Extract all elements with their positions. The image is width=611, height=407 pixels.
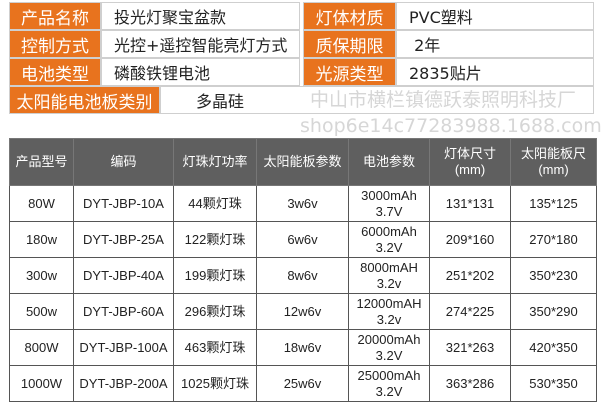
table-cell: 800W [9,329,74,366]
table-row: 800W DYT-JBP-100A 463颗灯珠 18w6v 20000mAh 3.2V… [9,329,597,366]
column-header: 编码 [73,138,174,186]
table-cell: DYT-JBP-10A [73,185,174,222]
spec-value: 2835贴片 [396,58,594,86]
table-row: 80W DYT-JBP-10A 44颗灯珠 3w6v 3000mAh 3.7V 131*1… [9,185,597,222]
table-cell: 25w6v [256,365,349,402]
spec-value: 2年 [396,30,594,58]
table-cell: 8000mAH 3.2v [348,257,430,294]
table-cell: 350*230 [510,257,597,294]
table-cell: 6000mAh 3.2V [348,221,430,258]
table-cell: 209*160 [429,221,511,258]
table-cell: 321*263 [429,329,511,366]
spec-label: 光源类型 [303,58,396,86]
spec-value: 光控+遥控智能亮灯方式 [101,30,300,58]
watermark: shop6e14c77283988.1688.com [300,115,602,137]
table-cell: 500w [9,293,74,330]
table-cell: 296颗灯珠 [173,293,257,330]
spec-label: 产品名称 [9,2,101,30]
product-table: 产品型号 编码 灯珠灯功率 太阳能板参数 电池参数 灯体尺寸 (mm) 太阳能板尺 (mm)… [9,138,597,402]
table-cell: 8w6v [256,257,349,294]
column-header: 产品型号 [9,138,74,186]
spec-label: 质保期限 [303,30,396,58]
column-header: 太阳能板参数 [256,138,349,186]
column-header: 灯珠灯功率 [173,138,257,186]
table-cell: 44颗灯珠 [173,185,257,222]
table-cell: 80W [9,185,74,222]
table-cell: 20000mAh 3.2V [348,329,430,366]
table-cell: DYT-JBP-40A [73,257,174,294]
table-cell: 6w6v [256,221,349,258]
table-row: 500w DYT-JBP-60A 296颗灯珠 12w6v 12000mAH 3.2v 2… [9,293,597,330]
table-cell: DYT-JBP-60A [73,293,174,330]
table-cell: 3000mAh 3.7V [348,185,430,222]
table-cell: 131*131 [429,185,511,222]
table-cell: 363*286 [429,365,511,402]
table-cell: 199颗灯珠 [173,257,257,294]
table-cell: 300w [9,257,74,294]
column-header: 太阳能板尺 (mm) [510,138,597,186]
spec-label: 电池类型 [9,58,101,86]
column-header: 电池参数 [348,138,430,186]
spec-value: 磷酸铁锂电池 [101,58,300,86]
table-cell: 12000mAH 3.2v [348,293,430,330]
table-cell: DYT-JBP-100A [73,329,174,366]
table-cell: 274*225 [429,293,511,330]
table-cell: 1025颗灯珠 [173,365,257,402]
table-cell: 12w6v [256,293,349,330]
table-cell: 3w6v [256,185,349,222]
table-row: 1000W DYT-JBP-200A 1025颗灯珠 25w6v 25000mAh 3.… [9,365,597,402]
table-cell: 180w [9,221,74,258]
table-cell: DYT-JBP-200A [73,365,174,402]
table-cell: 1000W [9,365,74,402]
table-cell: 420*350 [510,329,597,366]
spec-value: 多晶硅 [160,86,594,114]
table-cell: 251*202 [429,257,511,294]
table-cell: 18w6v [256,329,349,366]
spec-value: 投光灯聚宝盆款 [101,2,300,30]
table-cell: 270*180 [510,221,597,258]
table-row: 300w DYT-JBP-40A 199颗灯珠 8w6v 8000mAH 3.2v 251… [9,257,597,294]
table-cell: 25000mAh 3.2V [348,365,430,402]
column-header: 灯体尺寸 (mm) [429,138,511,186]
spec-label: 控制方式 [9,30,101,58]
spec-label: 太阳能电池板类别 [9,86,160,114]
table-cell: DYT-JBP-25A [73,221,174,258]
table-cell: 350*290 [510,293,597,330]
table-cell: 530*350 [510,365,597,402]
spec-value: PVC塑料 [396,2,594,30]
spec-label: 灯体材质 [303,2,396,30]
table-cell: 135*125 [510,185,597,222]
table-row: 180w DYT-JBP-25A 122颗灯珠 6w6v 6000mAh 3.2V 209… [9,221,597,258]
table-cell: 122颗灯珠 [173,221,257,258]
table-cell: 463颗灯珠 [173,329,257,366]
table-header-row: 产品型号 编码 灯珠灯功率 太阳能板参数 电池参数 灯体尺寸 (mm) 太阳能板尺 (mm) [9,138,597,186]
